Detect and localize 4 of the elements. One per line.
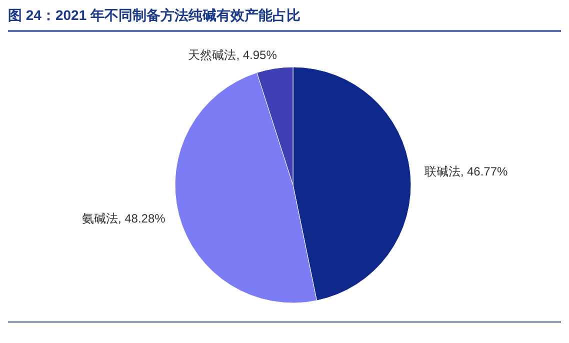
slice-label: 天然碱法, 4.95% — [188, 48, 278, 62]
slice-label: 氨碱法, 48.28% — [82, 212, 166, 226]
slice-label: 联碱法, 46.77% — [424, 164, 508, 179]
chart-title: 图 24：2021 年不同制备方法纯碱有效产能占比 — [8, 7, 300, 23]
